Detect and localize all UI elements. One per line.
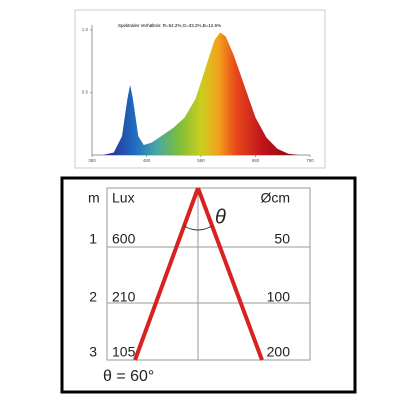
row-lux: 105 [112,344,136,360]
row-meter: 2 [89,289,97,305]
m-header: m [88,190,100,206]
angle-arc [183,225,213,231]
cm-header: Øcm [260,190,290,206]
x-tick-label: 680 [252,158,260,163]
spectrum-area [102,32,300,155]
y-tick-label: 0.5 [82,90,89,95]
row-diameter: 100 [267,289,291,305]
x-tick-label: 580 [197,158,205,163]
y-tick-label: 1.0 [82,27,89,32]
lux-header: Lux [112,190,135,206]
beam-lines [133,187,264,361]
spectrum-title: Spektrales Verhältnis: R=54.2%,G=33.2%,B… [118,23,222,28]
row-lux: 210 [112,289,136,305]
angle-caption: θ = 60° [103,368,154,385]
row-lux: 600 [112,231,136,247]
row-meter: 3 [89,344,97,360]
angle-symbol: θ [215,206,226,228]
x-tick-label: 780 [306,158,314,163]
beam-frame [60,176,357,394]
beam-grid [106,187,311,361]
row-meter: 1 [89,231,97,247]
row-diameter: 200 [267,344,291,360]
row-diameter: 50 [274,231,290,247]
x-tick-label: 480 [143,158,151,163]
x-tick-label: 380 [88,158,96,163]
